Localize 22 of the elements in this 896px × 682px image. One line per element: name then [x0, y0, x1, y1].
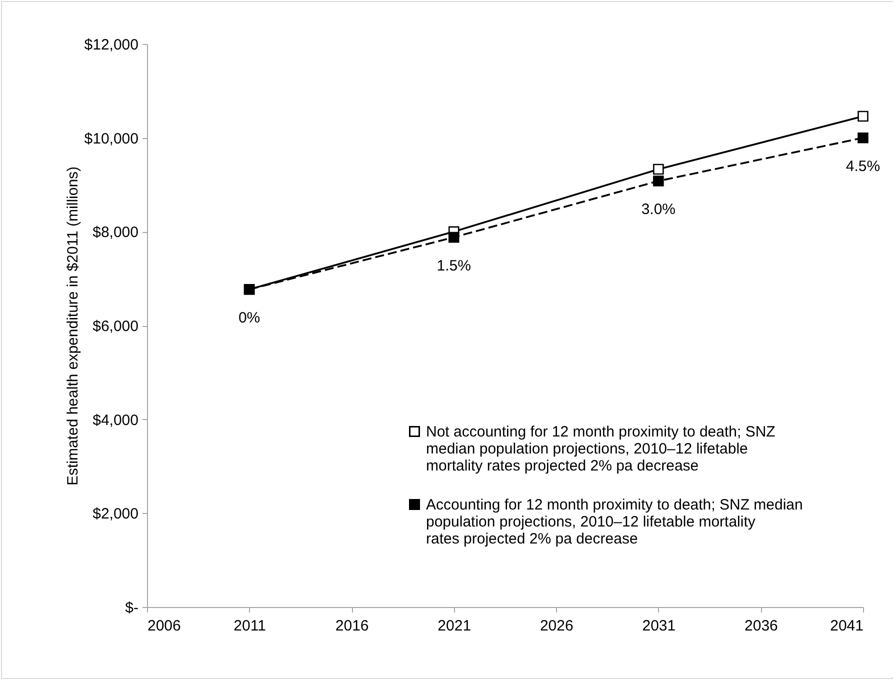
x-tick-label: 2011 [234, 618, 266, 634]
annotation: 4.5% [846, 158, 880, 175]
annotation: 0% [238, 309, 260, 326]
y-axis-title: Estimated health expenditure in $2011 (millions) [64, 166, 82, 486]
x-tick-label: 2006 [148, 618, 181, 634]
legend-label: Not accounting for 12 month proximity to death; SNZ median population projections, 2010–12 lifetable mortality rates projected 2% pa decrease [426, 424, 776, 474]
x-tick-label: 2021 [438, 618, 472, 634]
legend-label: Accounting for 12 month proximity to death; SNZ median population projections, 2010–12 lifetable mortality rates projected 2% pa decrease [426, 496, 803, 548]
x-tick-label: 2036 [744, 618, 778, 634]
x-tick-label: 2016 [335, 618, 369, 634]
y-tick-label: $10,000 [84, 130, 138, 148]
y-tick-label: $12,000 [84, 36, 138, 54]
y-tick-label: $4,000 [92, 412, 138, 429]
y-tick-label: $8,000 [92, 224, 138, 242]
annotation: 3.0% [641, 200, 676, 218]
y-tick-label: $- [125, 600, 138, 616]
annotation: 1.5% [436, 257, 471, 274]
x-tick-label: 2031 [642, 618, 676, 634]
y-tick-label: $2,000 [92, 506, 138, 523]
x-tick-label: 2041 [830, 618, 864, 634]
y-tick-label: $6,000 [92, 318, 138, 335]
x-tick-label: 2026 [540, 618, 574, 634]
